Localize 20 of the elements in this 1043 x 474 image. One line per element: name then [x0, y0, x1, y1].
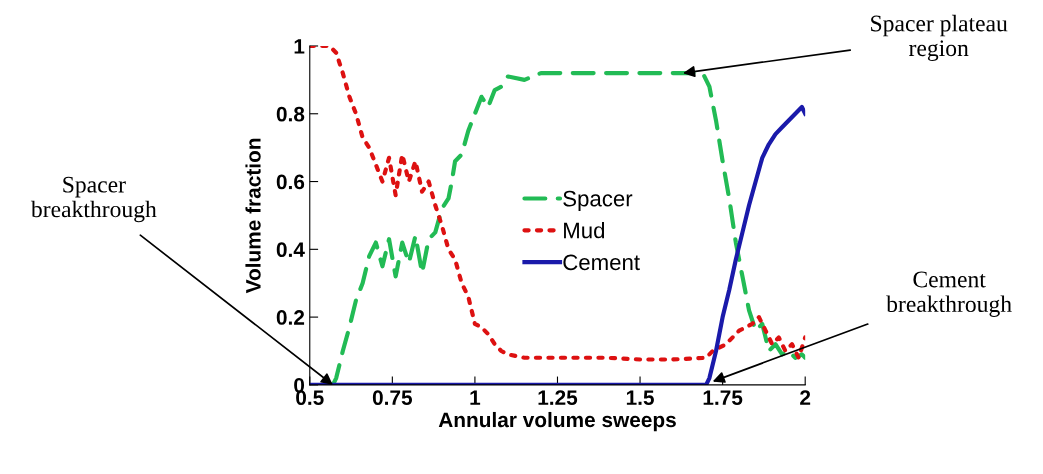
y-tick-label: 0.2	[276, 310, 305, 325]
legend-label: Cement	[563, 254, 640, 271]
x-tick-label: 1.5	[626, 390, 654, 406]
annotation: Cement breakthrough	[886, 271, 1012, 317]
line-series	[309, 45, 806, 362]
x-axis-title: Annular volume sweeps	[438, 411, 676, 432]
x-tick-label: 0.75	[372, 390, 413, 406]
y-axis-title: Volume fraction	[245, 138, 261, 294]
legend-label: Mud	[564, 222, 605, 239]
y-tick-label: 0.6	[276, 174, 305, 190]
y-tick-label: 0.4	[276, 242, 305, 258]
x-tick-label: 1	[470, 390, 481, 405]
x-tick-label: 1.75	[703, 390, 743, 406]
annotation: Spacer plateau region	[871, 14, 1008, 61]
x-tick-label: 2	[800, 390, 811, 405]
y-tick-label: 1	[294, 39, 305, 54]
x-tick-label: 1.25	[538, 390, 578, 406]
legend-label: Spacer	[563, 190, 633, 211]
y-tick-label: 0.8	[276, 106, 305, 122]
annotation: Spacer breakthrough	[30, 176, 157, 223]
